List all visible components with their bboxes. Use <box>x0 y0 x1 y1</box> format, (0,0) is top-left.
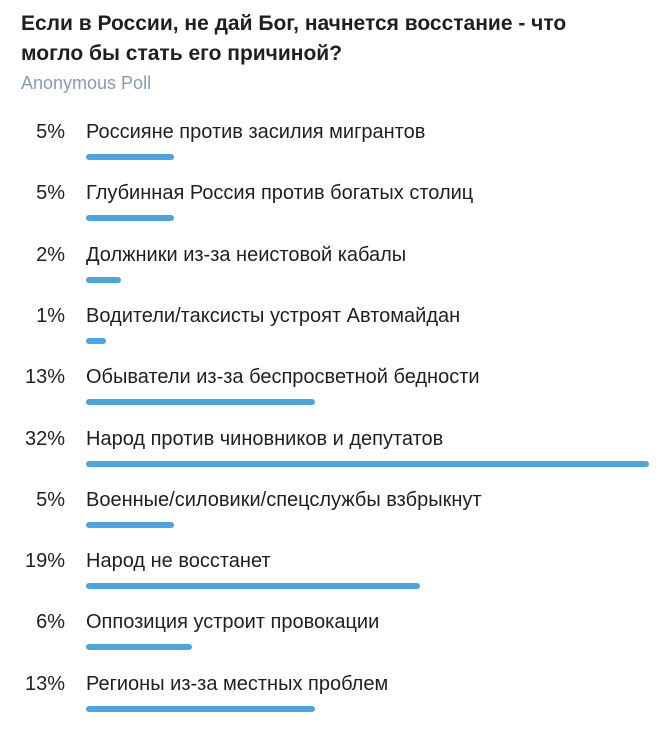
poll-option: 13% Регионы из-за местных проблем <box>0 672 665 732</box>
option-result-bar <box>86 154 174 160</box>
option-label: Оппозиция устроит провокации <box>86 611 380 634</box>
poll-option: 13% Обыватели из-за беспросветной бедност… <box>0 365 665 425</box>
option-label: Водители/таксисты устроят Автомайдан <box>86 304 461 327</box>
option-percent: 5% <box>36 182 65 205</box>
poll-option: 5% Военные/силовики/спецслужбы взбрыкнут <box>0 488 665 548</box>
poll-question: Если в России, не дай Бог, начнется восс… <box>21 9 651 69</box>
poll-option: 32% Народ против чиновников и депутатов <box>0 427 665 487</box>
option-result-bar <box>86 337 106 344</box>
option-percent: 5% <box>36 121 65 143</box>
option-percent: 13% <box>24 366 65 389</box>
option-label: Россияне против засилия мигрантов <box>86 121 426 143</box>
option-percent: 19% <box>24 550 65 573</box>
option-result-bar <box>86 399 315 406</box>
poll-option: 19% Народ не восстанет <box>0 549 665 609</box>
option-result-bar <box>86 644 192 651</box>
option-percent: 32% <box>24 427 65 450</box>
poll-option: 5% Россияне против засилия мигрантов <box>0 120 665 180</box>
poll-option: 6% Оппозиция устроит провокации <box>0 610 665 670</box>
option-percent: 6% <box>36 611 65 634</box>
option-result-bar <box>86 705 315 712</box>
option-label: Народ не восстанет <box>86 550 271 573</box>
poll-option: 1% Водители/таксисты устроят Автомайдан <box>0 304 665 364</box>
option-result-bar <box>86 276 121 283</box>
option-result-bar <box>86 460 649 467</box>
option-label: Военные/силовики/спецслужбы взбрыкнут <box>86 488 482 511</box>
poll-question-line: могло бы стать его причиной? <box>21 42 343 65</box>
option-percent: 2% <box>36 243 65 266</box>
option-label: Обыватели из-за беспросветной бедности <box>86 366 480 389</box>
poll-option: 5% Глубинная Россия против богатых столиц <box>0 181 665 241</box>
option-label: Должники из-за неистовой кабалы <box>86 243 407 266</box>
option-label: Регионы из-за местных проблем <box>86 672 389 695</box>
option-percent: 5% <box>36 488 65 511</box>
poll-type-label: Anonymous Poll <box>21 73 152 93</box>
option-percent: 1% <box>36 304 65 327</box>
option-label: Глубинная Россия против богатых столиц <box>86 182 474 205</box>
option-label: Народ против чиновников и депутатов <box>86 427 444 450</box>
option-result-bar <box>86 583 420 590</box>
poll-option: 2% Должники из-за неистовой кабалы <box>0 243 665 303</box>
option-percent: 13% <box>24 672 65 695</box>
option-result-bar <box>86 215 174 222</box>
option-result-bar <box>86 521 174 528</box>
poll-question-line: Если в России, не дай Бог, начнется восс… <box>21 12 567 35</box>
